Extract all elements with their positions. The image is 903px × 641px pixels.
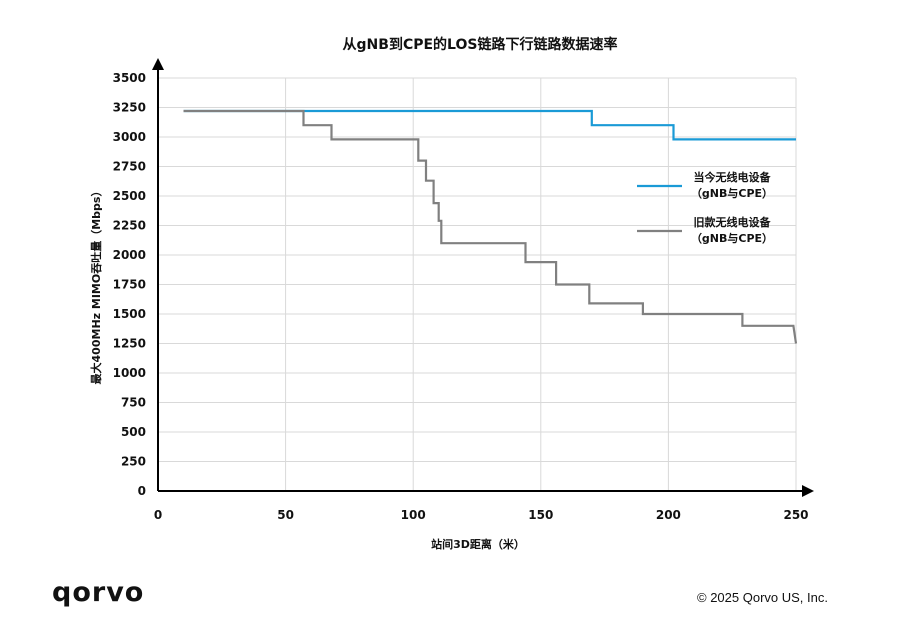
y-tick-label: 500 [121,425,146,439]
y-tick-label: 2500 [113,189,146,203]
legend-label-2: （gNB与CPE） [691,232,773,245]
y-tick-label: 2000 [113,248,146,262]
x-tick-label: 50 [277,508,294,522]
y-tick-label: 750 [121,396,146,410]
y-tick-label: 3500 [113,71,146,85]
chart-title: 从gNB到CPE的LOS链路下行链路数据速率 [343,36,618,53]
y-tick-label: 1500 [113,307,146,321]
x-tick-labels: 0 50 100 150 200 250 [154,508,809,522]
series-line-2 [183,109,798,344]
x-axis-arrow [802,485,814,497]
series-line-1 [183,109,796,141]
y-axis-arrow [152,58,164,70]
axes [152,58,814,497]
y-tick-label: 1250 [113,337,146,351]
y-tick-label: 1750 [113,278,146,292]
copyright-text: © 2025 Qorvo US, Inc. [697,590,828,605]
x-tick-label: 0 [154,508,162,522]
series-group [183,109,798,344]
y-axis-label: 最大400MHz MIMO吞吐量（Mbps） [89,186,103,385]
y-tick-label: 250 [121,455,146,469]
y-tick-label: 3250 [113,101,146,115]
legend-label-1: 当今无线电设备 [694,170,772,184]
y-tick-label: 1000 [113,366,146,380]
x-tick-label: 200 [656,508,681,522]
x-tick-label: 250 [783,508,808,522]
legend-label-1: （gNB与CPE） [691,187,773,200]
x-axis-label: 站间3D距离（米） [431,537,525,551]
y-tick-label: 2250 [113,219,146,233]
legend: 当今无线电设备 （gNB与CPE） 旧款无线电设备 （gNB与CPE） [637,170,773,245]
grid [158,77,797,491]
y-tick-label: 2750 [113,160,146,174]
x-tick-label: 100 [401,508,426,522]
legend-label-2: 旧款无线电设备 [694,215,772,229]
y-tick-label: 3000 [113,130,146,144]
x-tick-label: 150 [528,508,553,522]
y-tick-labels: 0 250 500 750 1000 1250 1500 1750 2000 2250 2500 27… [113,71,146,498]
y-tick-label: 0 [138,484,146,498]
qorvo-logo: qorvo [52,577,145,608]
